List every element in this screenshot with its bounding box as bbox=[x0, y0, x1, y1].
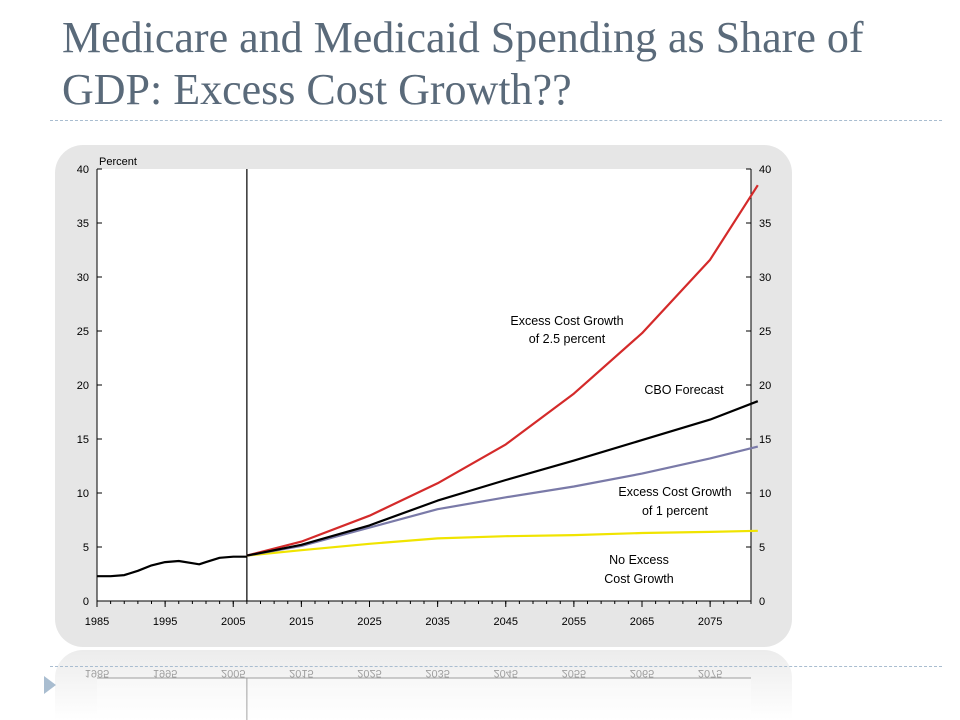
x-tick-label: 1995 bbox=[153, 616, 177, 628]
reflection-x-label: 2035 bbox=[425, 667, 449, 679]
y-tick-label-right: 20 bbox=[759, 380, 771, 392]
y-tick-label-right: 10 bbox=[759, 488, 771, 500]
x-tick-label: 2015 bbox=[289, 616, 313, 628]
y-tick-label-left: 30 bbox=[77, 272, 89, 284]
reflection-x-label: 2015 bbox=[289, 667, 313, 679]
title-divider bbox=[50, 120, 942, 121]
y-tick-label-left: 0 bbox=[83, 596, 89, 608]
y-tick-label-right: 25 bbox=[759, 326, 771, 338]
y-tick-label-right: 15 bbox=[759, 434, 771, 446]
y-tick-label-right: 5 bbox=[759, 542, 765, 554]
y-tick-label-right: 30 bbox=[759, 272, 771, 284]
y-tick-label-right: 40 bbox=[759, 164, 771, 176]
y-tick-label-left: 15 bbox=[77, 434, 89, 446]
x-tick-label: 2005 bbox=[221, 616, 245, 628]
x-tick-label: 2075 bbox=[698, 616, 722, 628]
series-line-historical bbox=[97, 555, 247, 578]
reflection-x-label: 1985 bbox=[85, 667, 109, 679]
series-annotation: No Excess bbox=[609, 553, 669, 567]
series-annotation: CBO Forecast bbox=[644, 383, 724, 397]
series-annotation: Excess Cost Growth bbox=[510, 314, 623, 328]
x-tick-label: 2025 bbox=[357, 616, 381, 628]
chart-panel: 0 0 5 5 10 10 15 15 20 20 25 25 30 30 35 35 40 40 1985 1995… bbox=[55, 145, 792, 647]
series-annotation: of 2.5 percent bbox=[529, 332, 606, 346]
y-tick-label-left: 35 bbox=[77, 218, 89, 230]
reflection-x-label: 2045 bbox=[494, 667, 518, 679]
y-tick-label-left: 20 bbox=[77, 380, 89, 392]
series-annotation: Excess Cost Growth bbox=[618, 485, 731, 499]
series-line-excess-cost-growth-of-2-5-percent bbox=[246, 184, 759, 557]
reflection-x-label: 2005 bbox=[221, 667, 245, 679]
reflection-x-label: 1995 bbox=[153, 667, 177, 679]
y-tick-label-left: 25 bbox=[77, 326, 89, 338]
slide-title: Medicare and Medicaid Spending as Share … bbox=[62, 13, 864, 114]
y-axis-label: Percent bbox=[99, 156, 137, 168]
x-tick-label: 2055 bbox=[562, 616, 586, 628]
x-tick-label: 1985 bbox=[85, 616, 109, 628]
x-tick-label: 2045 bbox=[494, 616, 518, 628]
reflection-x-label: 2075 bbox=[698, 667, 722, 679]
reflection-plot-area bbox=[97, 678, 751, 720]
bullet-arrow-icon bbox=[44, 676, 56, 694]
chart-reflection: 1985 1995 2005 2015 2025 2035 2045 2055 2065 2075 bbox=[55, 650, 792, 720]
reflection-x-label: 2025 bbox=[357, 667, 381, 679]
y-tick-label-right: 0 bbox=[759, 596, 765, 608]
reflection-x-label: 2065 bbox=[630, 667, 654, 679]
series-line-no-excess-cost-growth bbox=[246, 529, 758, 557]
bottom-divider bbox=[50, 666, 942, 667]
series-annotation: Cost Growth bbox=[604, 572, 674, 586]
plot-area bbox=[97, 169, 751, 601]
y-tick-label-right: 35 bbox=[759, 218, 771, 230]
y-tick-label-left: 5 bbox=[83, 542, 89, 554]
reflection-x-label: 2055 bbox=[562, 667, 586, 679]
y-tick-label-left: 10 bbox=[77, 488, 89, 500]
series-line-excess-cost-growth-of-1-percent bbox=[246, 445, 759, 557]
x-tick-label: 2065 bbox=[630, 616, 654, 628]
series-annotation: of 1 percent bbox=[642, 504, 709, 518]
y-tick-label-left: 40 bbox=[77, 164, 89, 176]
x-tick-label: 2035 bbox=[425, 616, 449, 628]
series-line-cbo-forecast bbox=[246, 400, 759, 557]
